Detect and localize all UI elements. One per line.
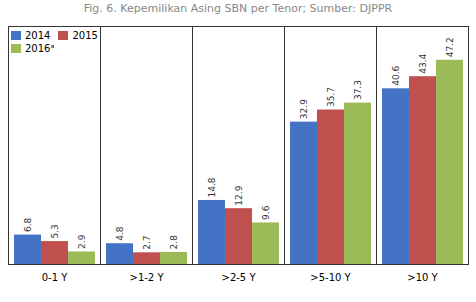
svg-text:6.8: 6.8	[23, 217, 33, 232]
svg-text:>1-2 Y: >1-2 Y	[130, 272, 165, 283]
svg-text:>5-10 Y: >5-10 Y	[310, 272, 351, 283]
html-text:Fig. 6. Kepemilikan Asing SBN: Fig. 6. Kepemilikan Asing SBN per Tenor;…	[83, 2, 393, 15]
svg-text:32.9: 32.9	[299, 99, 309, 119]
svg-text:9.6: 9.6	[261, 205, 271, 220]
svg-text:5.3: 5.3	[50, 224, 60, 238]
svg-text:14.8: 14.8	[207, 177, 217, 197]
svg-text:>10 Y: >10 Y	[407, 272, 438, 283]
svg-text:4.8: 4.8	[115, 226, 125, 241]
html-text:2015: 2015	[72, 30, 98, 41]
svg-text:12.9: 12.9	[234, 185, 244, 205]
svg-text:2.9: 2.9	[77, 234, 87, 249]
svg-text:2.7: 2.7	[142, 235, 152, 249]
html-text:2016ᵃ: 2016ᵃ	[25, 43, 55, 54]
svg-text:40.6: 40.6	[391, 65, 401, 85]
svg-text:43.4: 43.4	[418, 53, 428, 73]
svg-text:35.7: 35.7	[326, 87, 336, 107]
html-text:2014: 2014	[25, 30, 51, 41]
svg-text:0-1 Y: 0-1 Y	[42, 272, 69, 283]
svg-text:2.8: 2.8	[169, 235, 179, 250]
svg-text:>2-5 Y: >2-5 Y	[222, 272, 257, 283]
svg-text:47.2: 47.2	[445, 37, 455, 57]
svg-text:37.3: 37.3	[353, 80, 363, 100]
